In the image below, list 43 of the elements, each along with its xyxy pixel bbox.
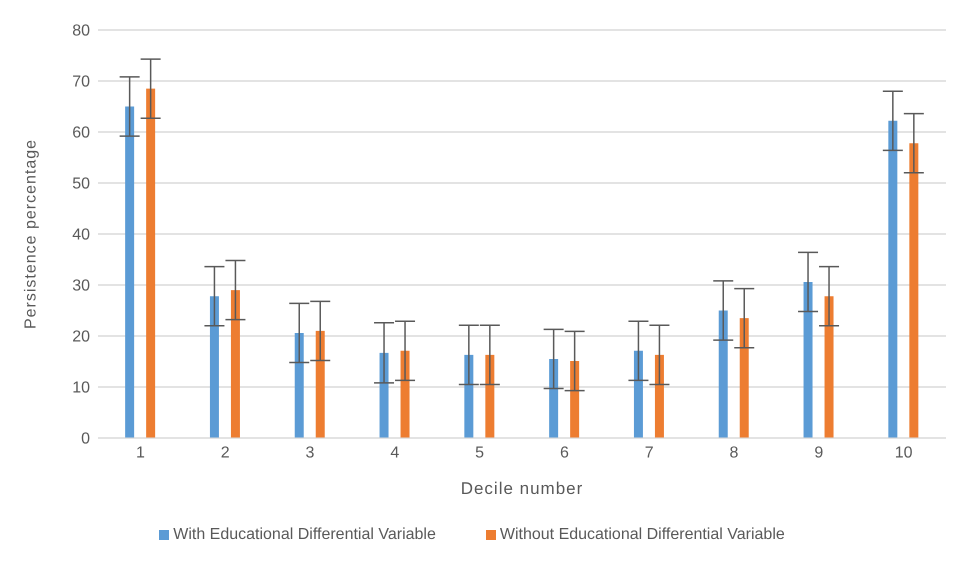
bar xyxy=(888,120,898,438)
x-tick-label: 2 xyxy=(220,444,230,462)
bar xyxy=(485,354,494,438)
x-tick-label: 1 xyxy=(136,444,145,462)
x-tick-label: 10 xyxy=(894,444,913,462)
y-tick-label: 50 xyxy=(72,176,90,193)
y-tick-label: 40 xyxy=(72,226,90,244)
bar xyxy=(146,88,156,438)
bar xyxy=(210,296,219,438)
y-tick-label: 70 xyxy=(72,74,90,91)
bar xyxy=(464,354,474,438)
y-axis-title: Persistence percentage xyxy=(22,138,40,330)
bar xyxy=(634,350,643,438)
x-tick-label: 8 xyxy=(730,444,739,462)
bar xyxy=(909,143,918,438)
bar xyxy=(654,354,664,438)
bar xyxy=(549,358,558,438)
x-tick-label: 9 xyxy=(814,444,824,462)
y-tick-label: 10 xyxy=(72,380,90,397)
x-tick-label: 4 xyxy=(390,444,400,462)
y-tick-label: 30 xyxy=(72,278,90,295)
y-tick-label: 20 xyxy=(72,328,90,346)
x-axis-title: Decile number xyxy=(460,479,584,498)
legend-label: Without Educational Differential Variable xyxy=(500,526,785,543)
bar xyxy=(125,106,134,438)
bar xyxy=(740,318,749,438)
y-tick-label: 80 xyxy=(72,22,90,40)
bar xyxy=(294,332,304,438)
bar xyxy=(230,290,240,438)
y-tick-label: 0 xyxy=(81,430,90,448)
legend-label: With Educational Differential Variable xyxy=(173,526,436,543)
bar xyxy=(380,352,389,438)
x-tick-label: 5 xyxy=(475,444,484,462)
y-tick-label: 60 xyxy=(72,124,90,142)
bar xyxy=(824,296,834,438)
bar xyxy=(804,282,813,438)
x-tick-label: 6 xyxy=(560,444,569,462)
x-tick-label: 3 xyxy=(306,444,315,462)
bar xyxy=(718,310,728,438)
bar xyxy=(316,330,325,438)
x-tick-label: 7 xyxy=(644,444,654,462)
bar xyxy=(570,360,580,438)
bar xyxy=(400,350,410,438)
